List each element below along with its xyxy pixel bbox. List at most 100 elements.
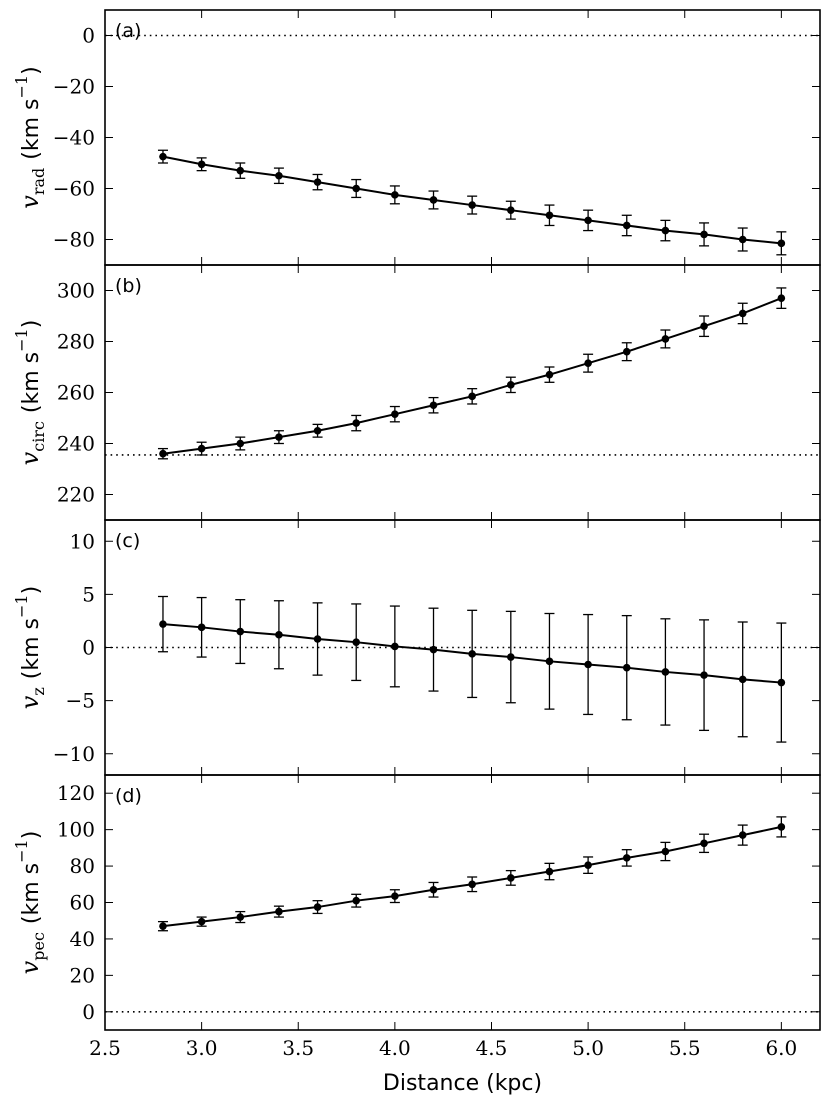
data-point: [622, 221, 631, 230]
data-point: [159, 449, 167, 458]
data-point: [661, 226, 670, 235]
data-point: [584, 359, 592, 367]
data-point: [738, 831, 747, 839]
data-point: [468, 650, 476, 658]
x-tick-label: 4.5: [476, 1036, 508, 1060]
data-point: [468, 392, 476, 401]
panel-label: (b): [115, 275, 142, 297]
data-point: [777, 823, 786, 831]
y-tick-label: 40: [70, 927, 95, 951]
data-point: [197, 444, 206, 453]
panels: 0−20−40−60−80(a)vrad(km s−1)220240260280…: [12, 9, 821, 1031]
y-label-unit-exponent: −1: [12, 594, 31, 618]
data-point: [159, 152, 167, 161]
data-point: [391, 642, 399, 651]
y-tick-label: 0: [82, 1000, 95, 1024]
y-label-unit-exponent: −1: [12, 328, 31, 352]
data-point: [352, 896, 361, 905]
x-tick-label: 5.5: [669, 1036, 701, 1060]
data-point: [275, 630, 283, 639]
data-point: [468, 880, 476, 889]
y-label-subscript: circ: [29, 421, 48, 452]
panel-b: 220 240 260 280 300 (b) vcirc (km s−1): [12, 264, 821, 521]
data-point: [391, 410, 399, 418]
data-point: [507, 381, 515, 389]
data-point: [313, 178, 322, 186]
y-tick-label: 240: [57, 432, 95, 456]
data-point: [159, 922, 167, 930]
panel-frame: [104, 774, 821, 1031]
data-point: [275, 907, 283, 916]
panel-label: (d): [115, 785, 142, 807]
y-axis-label: vpec (km s−1): [12, 831, 48, 975]
data-point: [777, 239, 786, 248]
y-tick-label: −10: [53, 742, 95, 766]
data-point: [391, 892, 399, 900]
data-point: [313, 635, 322, 643]
y-tick-label: 300: [57, 279, 95, 303]
panel-frame: [104, 264, 821, 521]
data-point: [429, 885, 438, 894]
data-point: [738, 235, 747, 244]
x-tick-label: 6.0: [765, 1036, 797, 1060]
data-point: [622, 347, 631, 356]
y-tick-label: 220: [57, 483, 95, 507]
y-label-unit-close: ): [19, 320, 44, 329]
y-label-unit-exponent: −1: [12, 839, 31, 863]
y-tick-label: 5: [82, 582, 95, 606]
x-tick-label: 2.5: [89, 1036, 121, 1060]
data-point: [236, 627, 245, 636]
data-point: [738, 309, 747, 318]
data-point: [352, 419, 361, 427]
data-point: [313, 426, 322, 435]
x-tick-label: 5.0: [572, 1036, 604, 1060]
y-label-unit-close: ): [19, 66, 44, 75]
data-point: [777, 294, 786, 302]
panel-a: 0 −20 −40 −60 −80 (a) vrad (km s−1): [12, 9, 821, 266]
y-tick-label: 20: [70, 963, 95, 987]
y-axis-label: vcirc (km s−1): [12, 320, 48, 466]
y-label-symbol: v: [16, 195, 44, 209]
y-axis-label: vz (km s−1): [12, 586, 48, 709]
data-point: [507, 653, 515, 661]
data-point: [700, 230, 708, 239]
data-point: [468, 201, 476, 209]
y-tick-label: −20: [53, 75, 95, 99]
series-line: [162, 297, 782, 455]
y-tick-label: 280: [57, 330, 95, 354]
data-point: [507, 206, 515, 214]
data-point: [352, 184, 361, 193]
data-point: [661, 668, 670, 676]
y-label-subscript: rad: [29, 168, 48, 195]
data-point: [700, 671, 708, 679]
y-label-unit-close: ): [19, 586, 44, 595]
data-point: [275, 171, 283, 180]
y-tick-label: 80: [70, 854, 95, 878]
y-tick-label: 100: [57, 818, 95, 842]
data-point: [391, 191, 399, 199]
y-tick-label: 0: [82, 636, 95, 660]
data-point: [661, 335, 670, 343]
data-point: [236, 166, 245, 175]
x-tick-label: 3.0: [186, 1036, 218, 1060]
y-label-subscript: pec: [29, 932, 48, 961]
data-point: [777, 678, 786, 687]
x-tick-label: 3.5: [282, 1036, 314, 1060]
data-point: [545, 867, 554, 876]
x-tick-label: 4.0: [379, 1036, 411, 1060]
y-tick-label: −5: [66, 689, 95, 713]
y-label-symbol: v: [16, 451, 44, 465]
y-label-symbol: v: [16, 960, 44, 974]
y-tick-label: −80: [53, 228, 95, 252]
panel-label: (c): [115, 530, 140, 552]
data-point: [236, 913, 245, 921]
y-tick-label: 0: [82, 24, 95, 48]
panel-label: (a): [115, 20, 141, 42]
data-point: [584, 216, 592, 225]
data-point: [545, 211, 554, 220]
data-point: [429, 196, 438, 204]
data-point: [352, 638, 361, 646]
data-point: [197, 917, 206, 926]
data-point: [584, 660, 592, 669]
data-point: [429, 645, 438, 654]
